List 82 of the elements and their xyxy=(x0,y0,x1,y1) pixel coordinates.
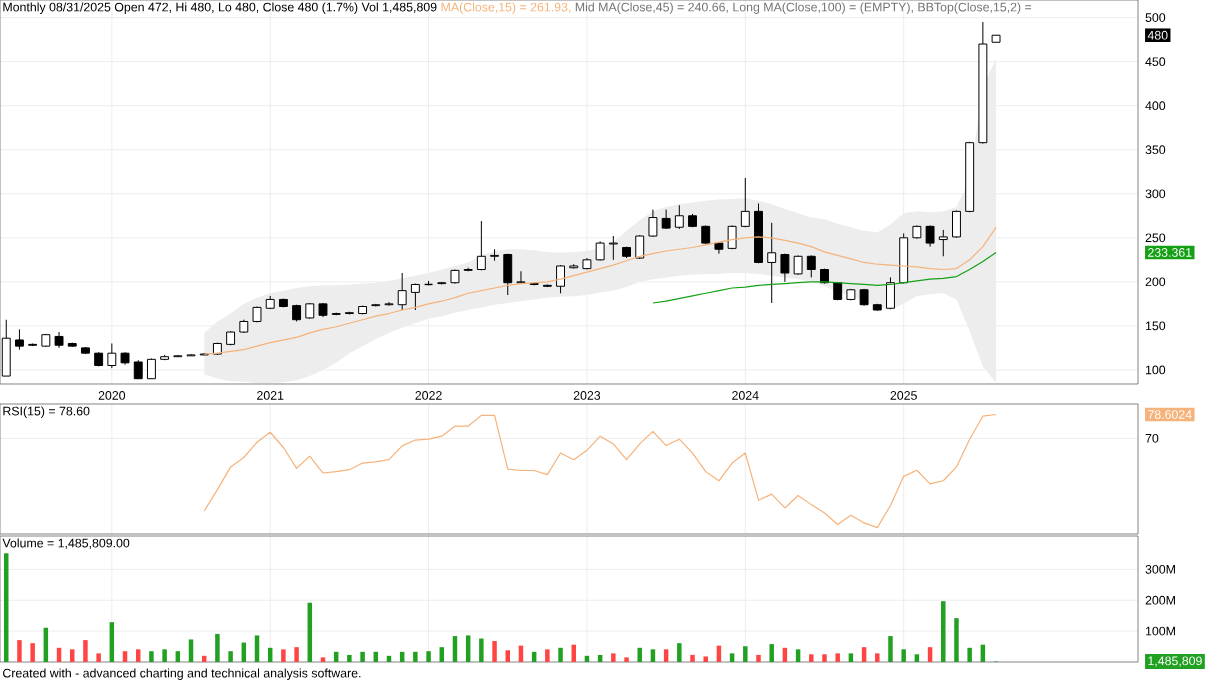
bar xyxy=(149,651,154,662)
bar xyxy=(492,641,497,662)
bar xyxy=(875,653,880,662)
candlestick xyxy=(952,209,961,239)
bar xyxy=(848,653,854,662)
bar xyxy=(822,654,827,662)
bar xyxy=(30,643,35,662)
bar xyxy=(228,651,233,662)
candlestick xyxy=(107,342,117,369)
bar xyxy=(637,647,642,662)
candlestick xyxy=(661,209,671,230)
bar xyxy=(479,638,484,662)
bar xyxy=(650,649,656,662)
candlestick xyxy=(476,220,486,271)
bar xyxy=(135,649,141,662)
candlestick xyxy=(608,235,618,261)
candlestick xyxy=(674,204,684,230)
bar xyxy=(360,651,365,662)
bar xyxy=(611,653,616,662)
bar xyxy=(83,640,88,662)
bar xyxy=(861,647,867,662)
bar xyxy=(413,651,418,662)
bar xyxy=(281,649,286,662)
bar xyxy=(545,649,550,662)
bar xyxy=(558,647,563,662)
bar xyxy=(941,601,946,662)
bar xyxy=(795,649,801,662)
bar xyxy=(465,635,471,662)
candlestick xyxy=(410,283,420,311)
candlestick xyxy=(146,357,156,380)
candlestick xyxy=(886,276,895,310)
bar xyxy=(162,649,167,662)
bar xyxy=(967,647,972,662)
candlestick xyxy=(701,224,711,245)
bar xyxy=(835,653,840,662)
bar xyxy=(677,643,682,662)
bar xyxy=(769,644,774,662)
bar xyxy=(439,647,445,662)
candlestick xyxy=(490,248,500,262)
candlestick xyxy=(925,224,935,248)
bar xyxy=(188,639,194,662)
candlestick xyxy=(635,234,645,260)
bar xyxy=(703,656,708,662)
candlestick xyxy=(516,270,526,285)
bar xyxy=(294,647,299,662)
bar xyxy=(743,646,748,662)
candlestick xyxy=(767,222,777,304)
bar xyxy=(505,650,510,662)
bar xyxy=(215,633,220,662)
bar xyxy=(122,651,128,662)
bar xyxy=(426,651,431,662)
candlestick xyxy=(397,272,407,311)
candlestick xyxy=(133,359,143,380)
candlestick xyxy=(14,328,24,351)
candlestick xyxy=(595,240,605,262)
line-series xyxy=(203,413,997,529)
bar xyxy=(729,653,735,662)
bar xyxy=(17,640,22,662)
candlestick xyxy=(1,319,11,377)
candlestick xyxy=(648,209,658,238)
candlestick xyxy=(556,264,565,294)
bar xyxy=(901,649,906,662)
bar xyxy=(914,654,920,662)
candlestick xyxy=(740,177,750,228)
bar xyxy=(927,647,933,662)
bar xyxy=(954,618,959,662)
candlestick xyxy=(899,232,909,285)
bar xyxy=(690,654,695,662)
bar xyxy=(663,649,669,662)
bar xyxy=(756,654,761,662)
candlestick xyxy=(384,301,394,307)
bar xyxy=(254,635,260,662)
bar xyxy=(69,649,75,662)
bar xyxy=(888,636,893,662)
bar xyxy=(347,654,352,662)
candlestick xyxy=(938,229,948,257)
bar xyxy=(175,651,181,662)
bar xyxy=(4,553,9,662)
candlestick xyxy=(503,253,513,296)
bar xyxy=(809,654,814,662)
candlestick xyxy=(806,254,816,278)
bar xyxy=(96,653,101,662)
